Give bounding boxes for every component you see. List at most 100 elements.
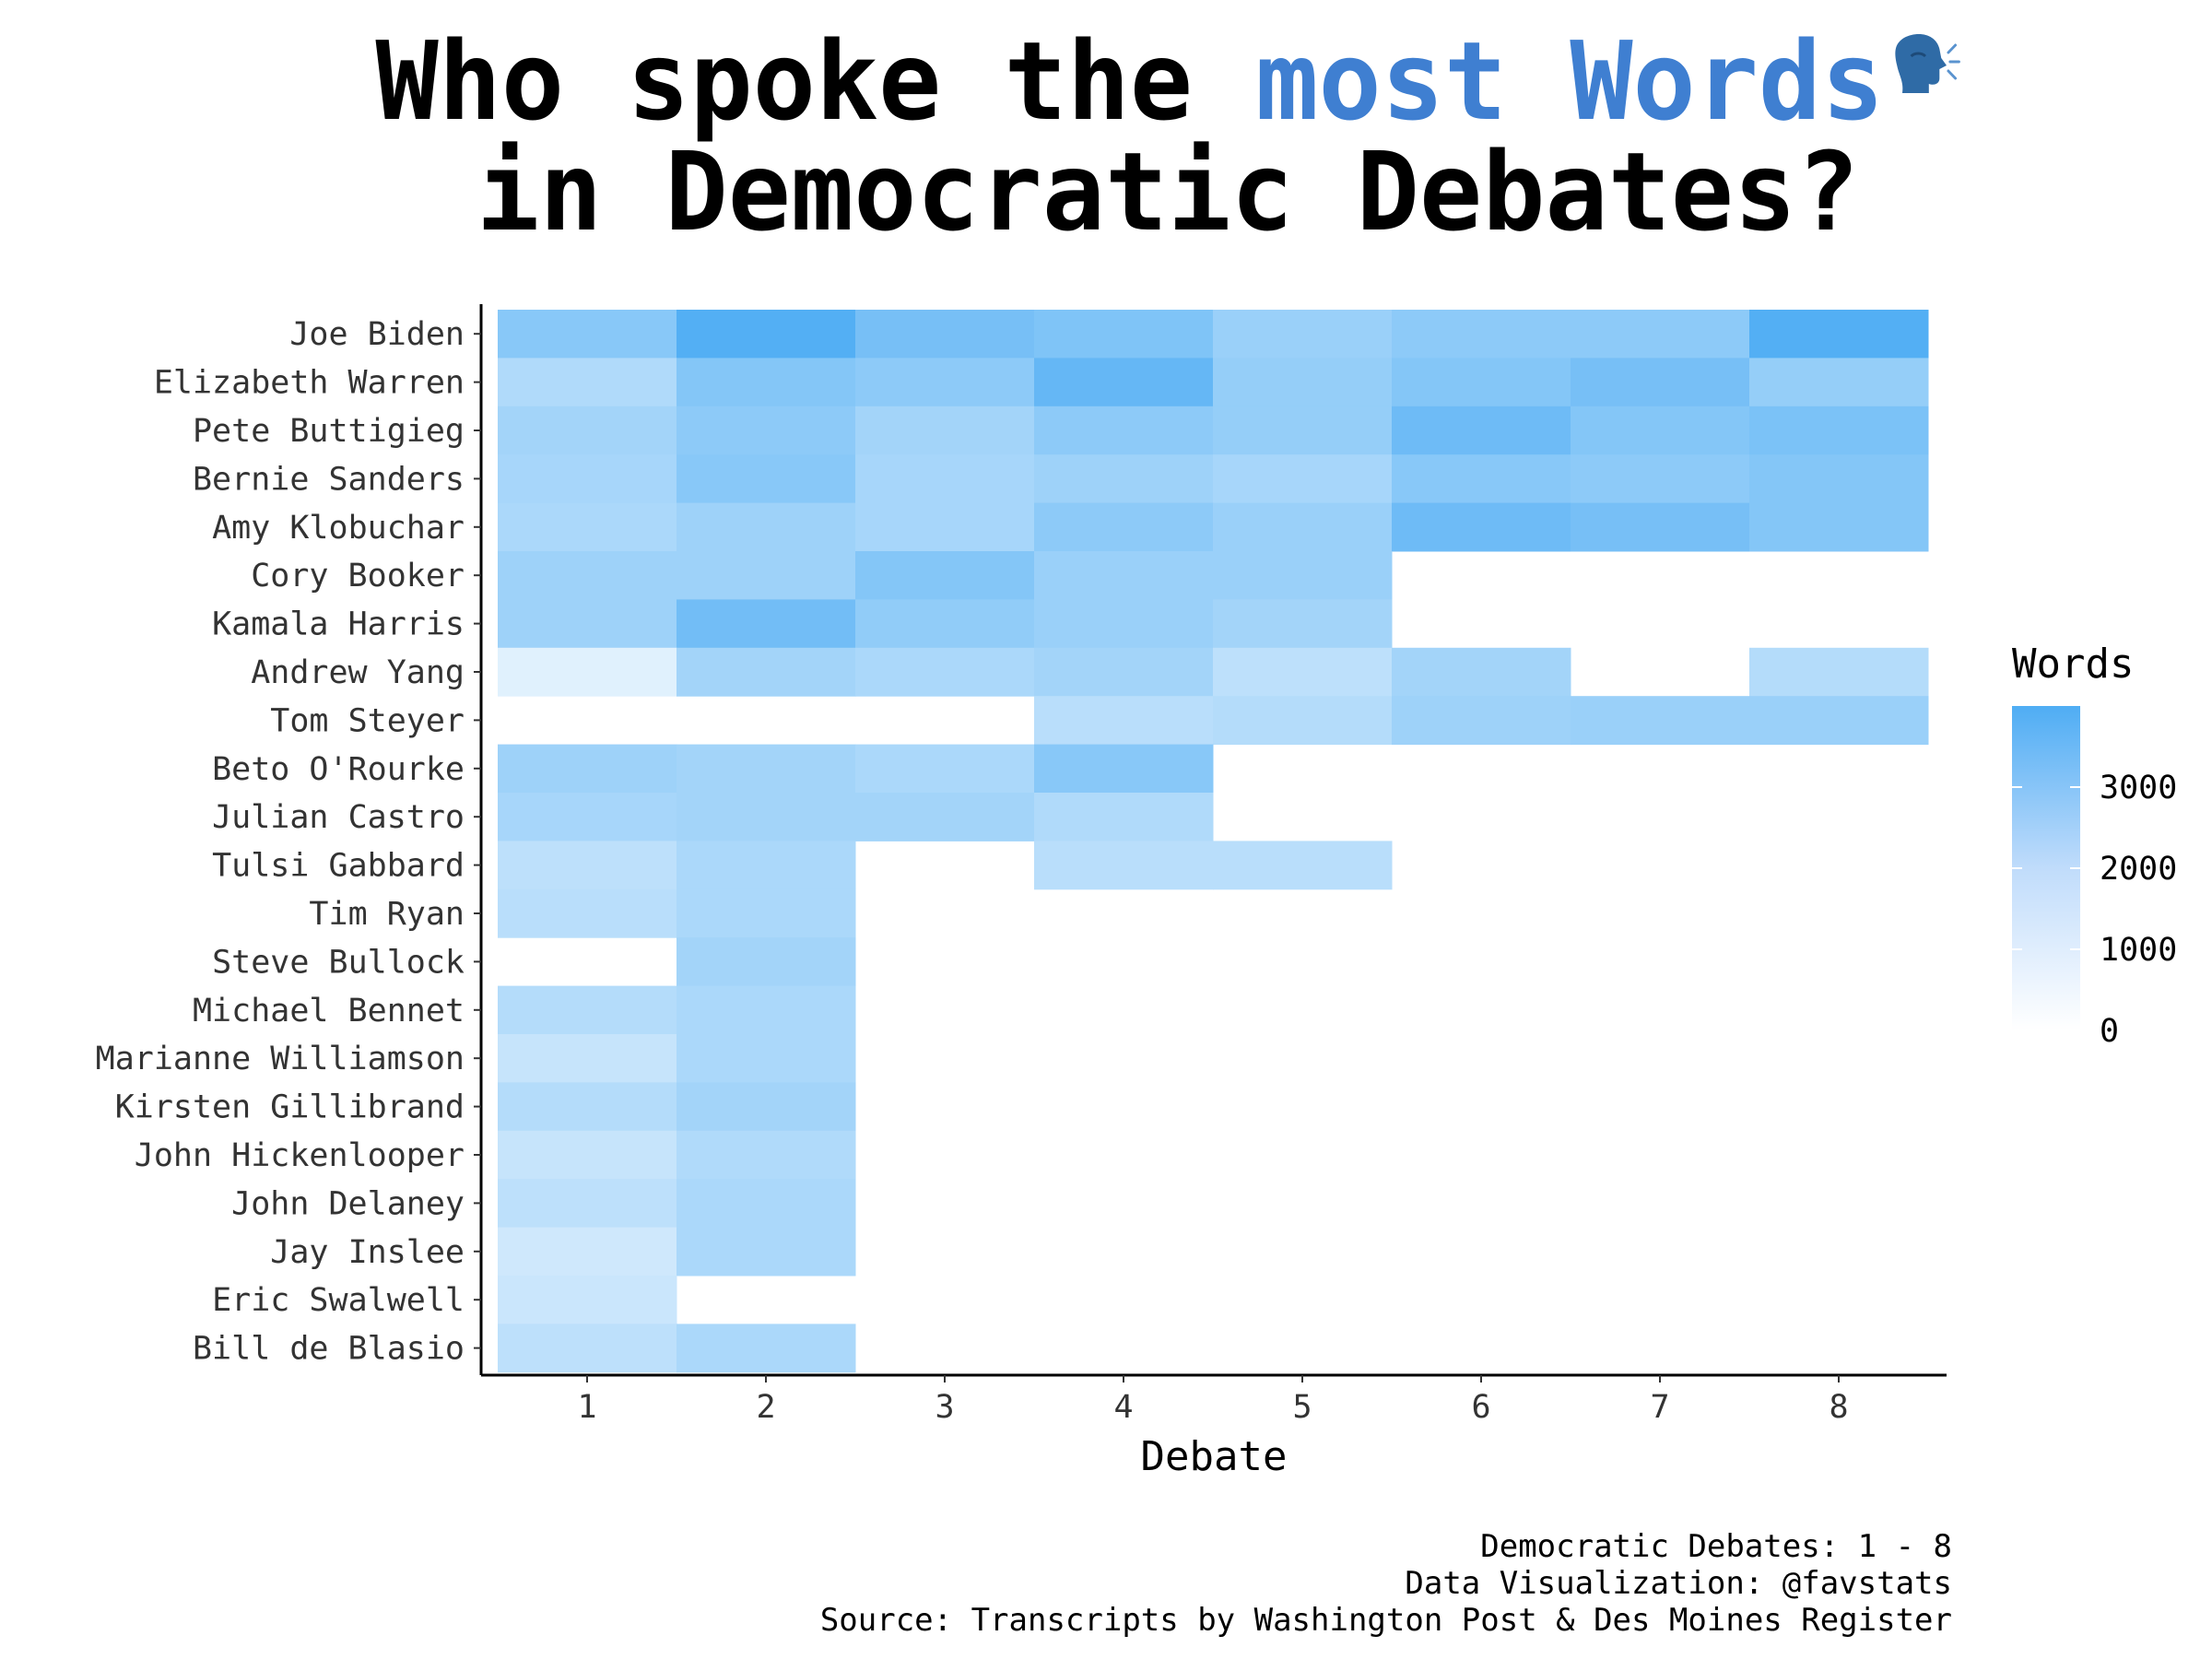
y-tick-label: Cory Booker (251, 558, 465, 594)
heatmap-cell (498, 744, 677, 794)
heatmap-cell (1571, 310, 1750, 359)
heatmap-cell (855, 358, 1035, 407)
heatmap-cell (1034, 551, 1214, 600)
y-tick-label: Amy Klobuchar (212, 510, 465, 547)
heatmap-cell (1034, 744, 1214, 794)
heatmap-cell (1571, 406, 1750, 455)
heatmap-cell (1213, 502, 1393, 552)
y-tick-label: Marianne Williamson (96, 1041, 465, 1077)
heatmap-chart: Joe Biden Elizabeth Warren Pete Buttigieg B… (96, 304, 2177, 1480)
heatmap-cell (1213, 310, 1393, 359)
heatmap-cell (855, 793, 1035, 841)
heatmap-cell (677, 744, 856, 794)
heatmap-cell (677, 1082, 856, 1132)
y-tick-label: Bill de Blasio (193, 1331, 465, 1368)
y-tick-label: Andrew Yang (251, 654, 465, 691)
x-tick-label: 1 (577, 1389, 596, 1426)
title-line-2: in Democratic Debates? (476, 128, 1860, 255)
x-tick-label: 6 (1471, 1389, 1490, 1426)
x-tick-label: 2 (756, 1389, 775, 1426)
heatmap-cell (677, 1179, 856, 1229)
heatmap-cell (855, 406, 1035, 455)
heatmap-cell (1392, 647, 1571, 697)
y-tick-label: Bernie Sanders (193, 461, 465, 498)
heatmap-cell (677, 888, 856, 938)
heatmap-cell (1034, 793, 1214, 841)
heatmap-cell (498, 358, 677, 407)
y-tick-label: Kirsten Gillibrand (115, 1089, 465, 1126)
y-tick-label: Beto O'Rourke (212, 751, 465, 788)
heatmap-cell (498, 599, 677, 649)
heatmap-cell (498, 1227, 677, 1277)
heatmap-cell (1392, 454, 1571, 504)
heatmap-cell (1213, 841, 1393, 890)
y-tick-label: Joe Biden (289, 316, 465, 353)
color-legend: Words 0 1000 2000 3000 (2012, 641, 2177, 1050)
heatmap-cell (498, 1130, 677, 1180)
heatmap-cell (1213, 454, 1393, 504)
title-line-1: Who spoke the most Words (376, 18, 1960, 145)
heatmap-cell (1571, 696, 1750, 746)
heatmap-cells (498, 310, 1929, 1373)
y-tick-label: Tim Ryan (309, 896, 465, 933)
heatmap-cell (498, 1034, 677, 1083)
heatmap-cell (498, 985, 677, 1035)
heatmap-cell (855, 744, 1035, 794)
x-tick-label: 8 (1829, 1389, 1848, 1426)
heatmap-cell (498, 502, 677, 552)
heatmap-cell (1749, 696, 1929, 746)
legend-tick-label: 2000 (2100, 851, 2177, 888)
heatmap-cell (855, 551, 1035, 600)
heatmap-cell (677, 358, 856, 407)
heatmap-cell (1749, 406, 1929, 455)
heatmap-cell (1034, 647, 1214, 697)
heatmap-cell (1392, 358, 1571, 407)
y-tick-label: Tom Steyer (270, 702, 465, 739)
heatmap-cell (677, 551, 856, 600)
heatmap-cell (1034, 599, 1214, 649)
heatmap-cell (498, 793, 677, 841)
heatmap-cell (498, 406, 677, 455)
heatmap-cell (1213, 358, 1393, 407)
heatmap-cell (1034, 358, 1214, 407)
y-tick-label: Michael Bennet (193, 993, 465, 1030)
heatmap-cell (677, 841, 856, 890)
heatmap-cell (498, 454, 677, 504)
legend-colorbar (2012, 706, 2080, 1030)
heatmap-cell (855, 647, 1035, 697)
x-axis-title: Debate (1141, 1433, 1288, 1480)
title-highlight: most Words (1255, 18, 1885, 145)
heatmap-cell (1571, 454, 1750, 504)
heatmap-cell (677, 793, 856, 841)
heatmap-cell (1034, 454, 1214, 504)
heatmap-cell (1213, 599, 1393, 649)
heatmap-cell (855, 502, 1035, 552)
y-tick-label: John Delaney (231, 1185, 465, 1222)
heatmap-cell (677, 647, 856, 697)
heatmap-cell (1213, 551, 1393, 600)
caption: Democratic Debates: 1 - 8 Data Visualiza… (820, 1528, 1952, 1639)
caption-line: Source: Transcripts by Washington Post &… (819, 1602, 1952, 1639)
x-tick-label: 3 (935, 1389, 954, 1426)
heatmap-cell (498, 888, 677, 938)
caption-line: Democratic Debates: 1 - 8 (1480, 1528, 1952, 1565)
heatmap-cell (1749, 647, 1929, 697)
speaking-head-icon (1889, 7, 1960, 118)
heatmap-cell (1034, 841, 1214, 890)
y-tick-label: John Hickenlooper (135, 1137, 465, 1174)
y-tick-label: Pete Buttigieg (193, 413, 465, 450)
y-tick-label: Jay Inslee (270, 1234, 465, 1271)
heatmap-cell (1213, 406, 1393, 455)
heatmap-cell (1571, 358, 1750, 407)
x-tick-label: 7 (1650, 1389, 1669, 1426)
heatmap-cell (1749, 502, 1929, 552)
heatmap-cell (498, 1276, 677, 1324)
heatmap-cell (677, 985, 856, 1035)
heatmap-cell (855, 454, 1035, 504)
caption-line: Data Visualization: @favstats (1405, 1565, 1952, 1602)
heatmap-cell (1034, 696, 1214, 746)
legend-ticks: 0 1000 2000 3000 (2012, 770, 2177, 1050)
y-tick-label: Kamala Harris (212, 606, 465, 643)
heatmap-cell (498, 1179, 677, 1229)
heatmap-cell (855, 310, 1035, 359)
